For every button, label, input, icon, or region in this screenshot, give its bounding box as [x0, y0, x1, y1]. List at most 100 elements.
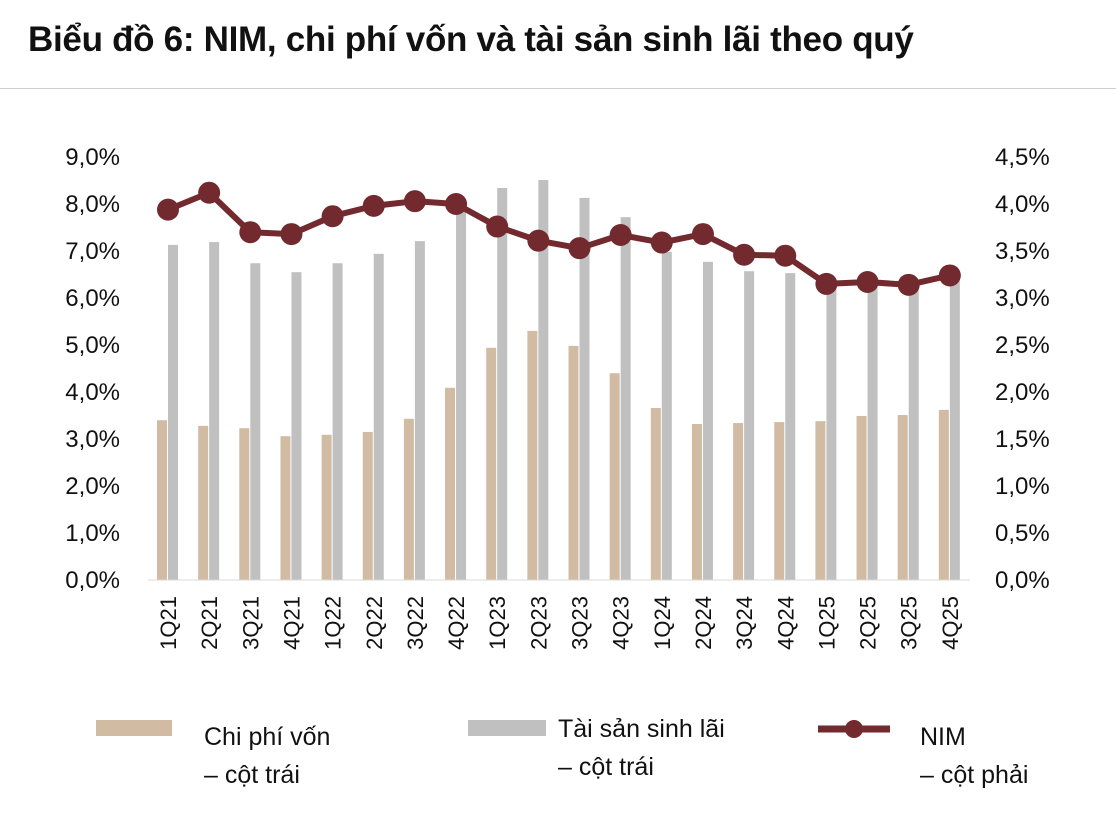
x-axis-tick: 4Q22: [444, 596, 469, 650]
nim-point: [568, 237, 591, 260]
left-axis-tick: 6,0%: [65, 285, 120, 312]
right-axis-tick: 2,5%: [995, 332, 1050, 359]
bar-earning-assets: [168, 244, 178, 580]
right-axis-tick: 1,0%: [995, 473, 1050, 500]
bar-cost-of-funds: [609, 373, 620, 580]
bar-cost-of-funds: [815, 421, 826, 580]
legend-axis-note: – cột trái: [204, 761, 300, 789]
nim-point: [280, 223, 303, 246]
bar-cost-of-funds: [774, 422, 785, 580]
chart: 0,0% 1,0% 2,0% 3,0% 4,0% 5,0% 6,0% 7,0% 8,0% 9,0%…: [65, 144, 1050, 650]
left-axis-tick: 2,0%: [65, 473, 120, 500]
bar-cost-of-funds: [568, 345, 579, 580]
x-axis-tick: 4Q25: [938, 596, 963, 650]
bar-cost-of-funds: [362, 431, 373, 580]
nim-point: [774, 244, 797, 267]
bar-earning-assets: [826, 288, 837, 580]
legend-label: Tài sản sinh lãi: [558, 715, 725, 743]
bar-cost-of-funds: [486, 347, 497, 580]
right-axis-tick: 1,5%: [995, 426, 1050, 453]
nim-point: [856, 271, 879, 294]
bar-earning-assets: [538, 180, 549, 580]
x-axis-tick: 4Q21: [279, 596, 304, 650]
left-axis-tick: 7,0%: [65, 238, 120, 265]
right-axis-tick: 3,5%: [995, 238, 1050, 265]
x-axis-tick: 1Q21: [156, 596, 181, 650]
nim-point: [321, 205, 344, 228]
legend-label: NIM: [920, 723, 966, 751]
left-axis-tick: 4,0%: [65, 379, 120, 406]
bar-earning-assets: [414, 241, 425, 580]
bar-earning-assets: [291, 272, 302, 580]
bar-earning-assets: [661, 251, 672, 580]
right-axis-tick: 4,0%: [995, 191, 1050, 218]
bar-earning-assets: [744, 271, 755, 580]
left-axis-tick: 5,0%: [65, 332, 120, 359]
nim-point: [362, 194, 385, 217]
nim-point: [609, 224, 632, 247]
left-axis-tick: 0,0%: [65, 567, 120, 594]
legend-axis-note: – cột trái: [558, 753, 654, 781]
left-axis-tick: 3,0%: [65, 426, 120, 453]
bar-earning-assets: [250, 263, 261, 580]
x-axis-tick: 2Q23: [526, 596, 551, 650]
bar-cost-of-funds: [445, 387, 456, 580]
bar-cost-of-funds: [650, 407, 661, 580]
nim-point: [445, 193, 468, 215]
bar-earning-assets: [908, 288, 919, 580]
left-axis-tick: 9,0%: [65, 144, 120, 171]
nim-point: [527, 229, 550, 252]
bar-earning-assets: [702, 261, 713, 580]
nim-point: [403, 190, 426, 213]
legend-nim: NIM – cột phải: [920, 718, 1028, 794]
bar-cost-of-funds: [897, 415, 908, 580]
x-axis-tick: 4Q24: [773, 596, 798, 650]
right-axis-tick: 2,0%: [995, 379, 1050, 406]
bar-earning-assets: [620, 217, 631, 580]
bar-earning-assets: [373, 253, 384, 580]
bar-earning-assets: [867, 284, 878, 580]
chart-title: Biểu đồ 6: NIM, chi phí vốn và tài sản s…: [28, 20, 914, 59]
bar-cost-of-funds: [198, 425, 209, 580]
x-axis-tick: 3Q23: [568, 596, 593, 650]
legend-swatch-cost-of-funds: [96, 720, 172, 736]
nim-point: [897, 273, 920, 296]
nim-point: [691, 223, 714, 246]
x-axis-tick: 3Q22: [403, 596, 428, 650]
legend-label: Chi phí vốn: [204, 723, 331, 751]
x-axis-tick: 1Q25: [814, 596, 839, 650]
right-axis-tick: 0,5%: [995, 520, 1050, 547]
bar-cost-of-funds: [321, 434, 332, 580]
nim-point: [486, 215, 509, 238]
nim-point: [239, 221, 262, 244]
left-axis-tick: 1,0%: [65, 520, 120, 547]
right-axis-tick: 4,5%: [995, 144, 1050, 171]
nim-point: [198, 181, 221, 204]
x-axis-tick: 2Q22: [362, 596, 387, 650]
title-divider: [0, 88, 1116, 89]
left-axis-tick: 8,0%: [65, 191, 120, 218]
x-axis-tick: 3Q25: [897, 596, 922, 650]
bar-cost-of-funds: [280, 436, 291, 580]
x-axis-tick: 2Q21: [197, 596, 222, 650]
legend-swatch-earning-assets: [468, 720, 546, 736]
legend-axis-note: – cột phải: [920, 761, 1029, 789]
bar-cost-of-funds: [157, 420, 167, 580]
bar-cost-of-funds: [527, 330, 538, 580]
x-axis-tick: 4Q23: [609, 596, 634, 650]
bar-cost-of-funds: [733, 423, 744, 580]
x-axis-tick: 1Q23: [485, 596, 510, 650]
x-axis-tick: 3Q21: [238, 596, 263, 650]
x-axis-tick: 2Q25: [856, 596, 881, 650]
x-axis-tick: 3Q24: [732, 596, 757, 650]
bar-cost-of-funds: [239, 428, 250, 580]
bar-cost-of-funds: [938, 409, 949, 580]
bar-cost-of-funds: [691, 423, 702, 580]
bar-earning-assets: [209, 242, 220, 580]
bar-earning-assets: [785, 273, 796, 580]
nim-point: [157, 198, 179, 221]
bar-cost-of-funds: [856, 415, 867, 580]
legend-swatch-nim: [818, 720, 890, 738]
x-axis-tick: 2Q24: [691, 596, 716, 650]
bar-earning-assets: [332, 263, 343, 580]
